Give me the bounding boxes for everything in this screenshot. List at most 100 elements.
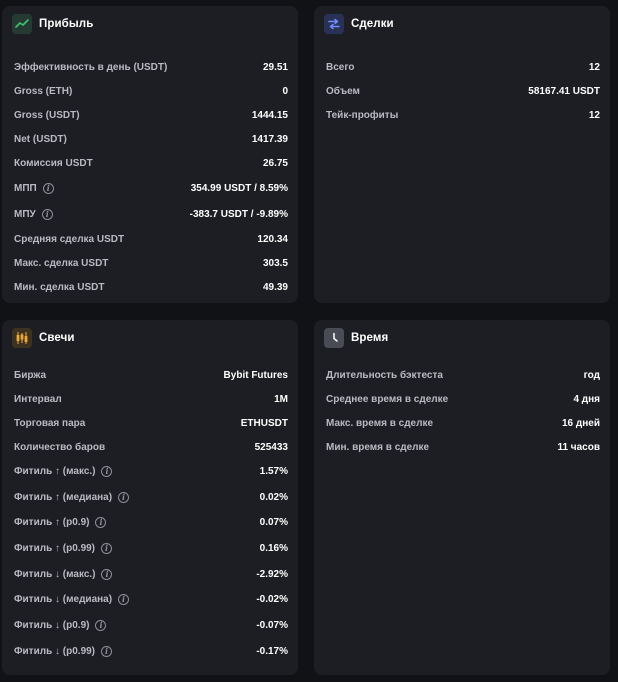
profit-row-label-text: Net (USDT) [14,133,67,145]
profit-row-value: 49.39 [262,281,288,293]
profit-row-value: 354.99 USDT / 8.59% [190,182,288,194]
time-row: Длительность бэктеста год [326,368,600,382]
time-row-label-text: Среднее время в сделке [326,393,449,405]
candles-row-value: 0.02% [259,491,288,503]
candles-row-label-text: Фитиль ↑ (p0.9) [14,516,90,528]
candles-row-value: 0.07% [259,516,288,528]
info-icon[interactable]: i [42,182,54,194]
info-icon[interactable]: i [95,516,107,528]
candles-row-value: 0.16% [259,542,288,554]
deals-row-label: Тейк-профиты [326,110,398,121]
time-row: Мин. время в сделке 11 часов [326,440,600,454]
candles-row-label-text: Фитиль ↑ (p0.99) [14,542,96,554]
candles-row: Количество баров 525433 [14,440,288,454]
candles-row-label-text: Фитиль ↑ (медиана) [14,491,113,503]
info-icon[interactable]: i [41,208,53,220]
info-icon[interactable]: i [101,568,113,580]
deals-row-label-text: Объем [326,85,360,97]
candles-row-label: Фитиль ↓ (p0.9) i [14,619,107,631]
profit-row-label: Gross (USDT) [14,110,80,121]
time-row-label: Длительность бэктеста [326,370,443,381]
info-icon[interactable]: i [101,465,113,477]
candles-row-label: Биржа [14,370,46,381]
time-row-value: 4 дня [573,393,600,405]
profit-row-label: Макс. сделка USDT [14,258,108,269]
deals-row-label: Всего [326,62,355,73]
profit-row: Макс. сделка USDT 303.5 [14,256,288,270]
candles-row: Фитиль ↓ (p0.99) i -0.17% [14,644,288,658]
candles-row-label: Интервал [14,394,62,405]
candles-row-label: Фитиль ↓ (макс.) i [14,568,113,580]
candles-row: Интервал 1M [14,392,288,406]
deals-card: Сделки Всего 12 Объем 58167.41 USDT Тейк-про… [314,6,610,303]
candles-row-value: -2.92% [256,568,288,580]
profit-row-value: -383.7 USDT / -9.89% [189,208,288,220]
profit-row-value: 1444.15 [251,109,288,121]
profit-row-label-text: Gross (USDT) [14,109,80,121]
profit-row: МПП i 354.99 USDT / 8.59% [14,181,288,195]
time-row-value: 11 часов [557,441,600,453]
candles-card-title: Свечи [39,332,75,344]
trend-line-icon [12,14,32,34]
candles-card: Свечи Биржа Bybit Futures Интервал 1M Торгов… [2,320,298,675]
info-icon[interactable]: i [101,645,113,657]
info-icon[interactable]: i [95,619,107,631]
profit-row-label-text: Макс. сделка USDT [14,257,109,269]
candles-row: Торговая пара ETHUSDT [14,416,288,430]
candles-row-label-text: Фитиль ↓ (макс.) [14,568,96,580]
candles-row-value: 1.57% [259,465,288,477]
deals-row: Всего 12 [326,60,600,74]
candles-card-header: Свечи [12,328,75,348]
profit-row-label: МПУ i [14,208,53,220]
time-card-header: Время [324,328,388,348]
candles-row-label-text: Интервал [14,393,62,405]
profit-card-header: Прибыль [12,14,93,34]
profit-row-label-text: МПУ [14,208,36,220]
profit-row: Средняя сделка USDT 120.34 [14,232,288,246]
candles-row-label-text: Биржа [14,369,47,381]
profit-row-label-text: Комиссия USDT [14,157,93,169]
candles-row-value: ETHUSDT [240,417,288,429]
deals-row: Объем 58167.41 USDT [326,84,600,98]
time-card: Время Длительность бэктеста год Среднее вр… [314,320,610,675]
profit-row: Мин. сделка USDT 49.39 [14,280,288,294]
info-icon[interactable]: i [118,491,130,503]
profit-row-label-text: МПП [14,182,37,194]
candles-row-label: Фитиль ↑ (p0.99) i [14,542,113,554]
profit-row-label: Gross (ETH) [14,86,72,97]
candles-row-label: Торговая пара [14,418,85,429]
candles-row: Биржа Bybit Futures [14,368,288,382]
profit-row-label: МПП i [14,182,54,194]
candles-row: Фитиль ↑ (медиана) i 0.02% [14,490,288,504]
deals-row-value: 12 [588,109,600,121]
candles-row-label: Фитиль ↓ (медиана) i [14,593,130,605]
time-card-title: Время [351,332,389,344]
swap-arrows-icon [324,14,344,34]
profit-row: Комиссия USDT 26.75 [14,156,288,170]
time-row: Макс. время в сделке 16 дней [326,416,600,430]
deals-card-title: Сделки [351,18,394,30]
candles-row-label: Фитиль ↓ (p0.99) i [14,645,113,657]
profit-row-label-text: Мин. сделка USDT [14,281,105,293]
candles-row-value: 525433 [254,441,288,453]
candles-row: Фитиль ↑ (p0.9) i 0.07% [14,515,288,529]
profit-row-label: Эффективность в день (USDT) [14,62,167,73]
candles-row-label-text: Количество баров [14,441,106,453]
info-icon[interactable]: i [101,542,113,554]
candles-row: Фитиль ↓ (медиана) i -0.02% [14,592,288,606]
profit-row-value: 0 [282,85,288,97]
time-row-label: Среднее время в сделке [326,394,448,405]
candles-row: Фитиль ↓ (p0.9) i -0.07% [14,618,288,632]
deals-row-value: 12 [588,61,600,73]
profit-row: Gross (ETH) 0 [14,84,288,98]
info-icon[interactable]: i [118,593,130,605]
time-row-label-text: Макс. время в сделке [326,417,434,429]
candles-row: Фитиль ↑ (макс.) i 1.57% [14,464,288,478]
deals-row-label: Объем [326,86,360,97]
profit-card: Прибыль Эффективность в день (USDT) 29.51… [2,6,298,303]
candles-row-label: Фитиль ↑ (медиана) i [14,491,130,503]
candles-row-label-text: Фитиль ↓ (медиана) [14,593,113,605]
profit-row-value: 26.75 [262,157,288,169]
candles-row: Фитиль ↑ (p0.99) i 0.16% [14,541,288,555]
time-row: Среднее время в сделке 4 дня [326,392,600,406]
